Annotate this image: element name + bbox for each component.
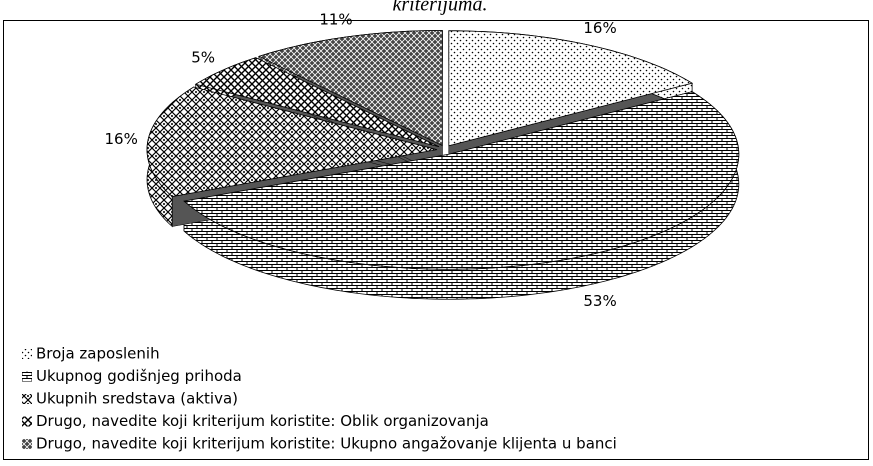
legend-label: Drugo, navedite koji kriterijum koristit… — [36, 412, 489, 430]
legend-label: Ukupnih sredstava (aktiva) — [36, 390, 238, 408]
pie-slice — [194, 57, 440, 148]
legend-label: Drugo, navedite koji kriterijum koristit… — [36, 435, 617, 453]
data-label: 5% — [191, 48, 215, 66]
data-label: 16% — [105, 130, 138, 148]
data-label: 16% — [583, 19, 616, 37]
data-label: 53% — [583, 292, 616, 310]
legend-swatch — [22, 394, 32, 404]
pie-slice — [146, 86, 438, 197]
legend-swatch — [22, 416, 32, 427]
chart-title: kriterijuma. — [393, 0, 488, 16]
legend-label: Broja zaposlenih — [36, 345, 160, 363]
data-label: 11% — [319, 10, 352, 28]
pie-tops — [146, 30, 740, 270]
legend-label: Ukupnog godišnjeg prihoda — [36, 367, 242, 385]
pie-slice — [183, 91, 740, 270]
pie-slice — [257, 30, 443, 147]
legend-swatch — [22, 349, 32, 359]
legend-swatch — [22, 439, 32, 449]
pie-slice — [448, 30, 694, 147]
legend-swatch — [22, 371, 32, 382]
